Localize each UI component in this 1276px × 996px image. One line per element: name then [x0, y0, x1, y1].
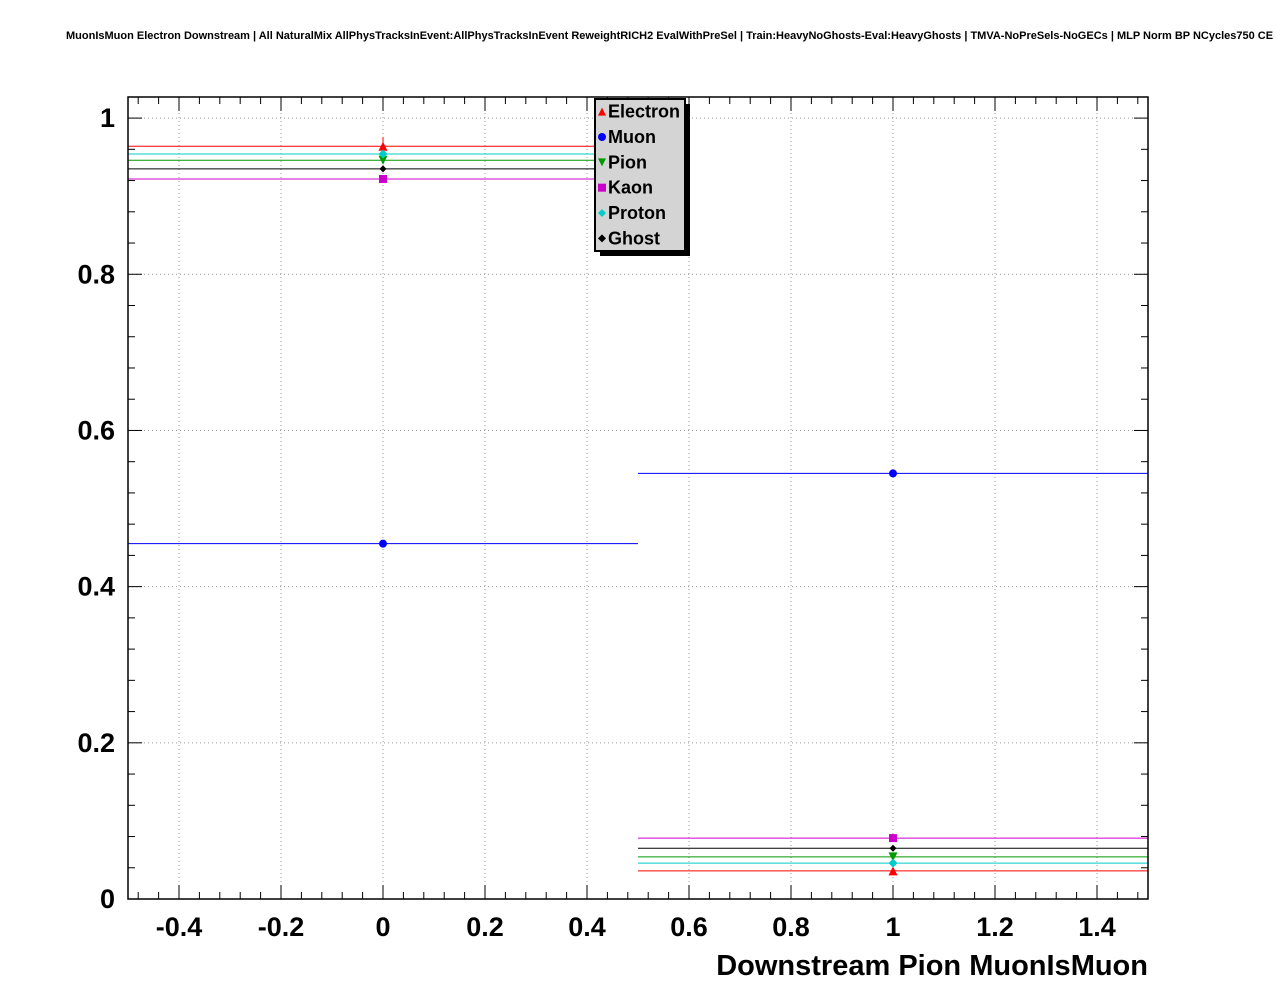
legend-item-electron: Electron — [598, 102, 680, 122]
marker-triangle-up — [598, 107, 606, 116]
legend-label-proton: Proton — [608, 203, 666, 223]
series-ghost — [128, 165, 1148, 852]
marker-circle — [379, 539, 387, 548]
series-proton — [128, 149, 1148, 868]
x-tick-label: 0.6 — [670, 912, 708, 942]
legend-item-kaon: Kaon — [598, 178, 653, 198]
y-tick-label: 1 — [100, 103, 115, 133]
x-tick-label: 0.2 — [466, 912, 504, 942]
marker-diamond — [889, 844, 897, 852]
y-tick-label: 0.2 — [77, 728, 115, 758]
legend-label-ghost: Ghost — [608, 228, 660, 248]
chart-content: -0.4 -0.2 0 0.2 0.4 0.6 0.8 1 1.2 1.4 0 0.2 0.4 0.6 0.… — [77, 96, 1149, 942]
x-tick-label: 1 — [885, 912, 900, 942]
marker-square — [379, 174, 387, 183]
plot-title: MuonIsMuon Electron Downstream | All Nat… — [66, 30, 1276, 42]
plot-frame-border — [127, 96, 1149, 900]
legend-item-muon: Muon — [598, 127, 656, 147]
x-tick-label: 1.2 — [976, 912, 1014, 942]
marker-triangle-down — [888, 852, 898, 862]
x-tick-label: 0 — [375, 912, 390, 942]
legend-item-pion: Pion — [598, 152, 647, 172]
marker-triangle-down — [378, 155, 388, 165]
marker-diamond — [598, 209, 606, 217]
marker-diamond — [378, 149, 388, 159]
marker-diamond — [379, 165, 387, 173]
x-tick-label: -0.2 — [258, 912, 305, 942]
marker-diamond — [888, 858, 898, 868]
marker-triangle-up — [378, 141, 388, 151]
marker-circle — [598, 133, 606, 141]
legend-item-proton: Proton — [598, 203, 666, 223]
y-tick-label: 0 — [100, 884, 115, 914]
legend-label-muon: Muon — [608, 127, 656, 147]
legend-item-ghost: Ghost — [598, 228, 660, 248]
x-tick-label: 1.4 — [1078, 912, 1116, 942]
y-tick-label: 0.8 — [77, 259, 115, 289]
marker-diamond — [598, 234, 606, 243]
y-tick-label: 0.6 — [77, 415, 115, 445]
marker-square — [598, 183, 606, 192]
x-tick-label: 0.8 — [772, 912, 810, 942]
marker-square — [889, 834, 897, 843]
y-tick-label: 0.4 — [77, 572, 115, 602]
marker-circle — [889, 469, 897, 478]
legend-label-electron: Electron — [608, 102, 680, 122]
series-muon — [128, 469, 1148, 548]
series-pion — [128, 155, 1148, 862]
series-kaon — [128, 174, 1148, 843]
x-tick-label: 0.4 — [568, 912, 606, 942]
legend: Electron Muon Pion Kaon Proton Ghost — [594, 98, 690, 256]
x-tick-label: -0.4 — [156, 912, 203, 942]
marker-triangle-up — [888, 866, 898, 876]
series-electron — [128, 136, 1148, 876]
legend-box — [594, 98, 686, 252]
legend-label-kaon: Kaon — [608, 178, 653, 198]
x-axis-label: Downstream Pion MuonIsMuon — [716, 950, 1148, 982]
marker-triangle-down — [598, 158, 606, 167]
legend-label-pion: Pion — [608, 152, 647, 172]
